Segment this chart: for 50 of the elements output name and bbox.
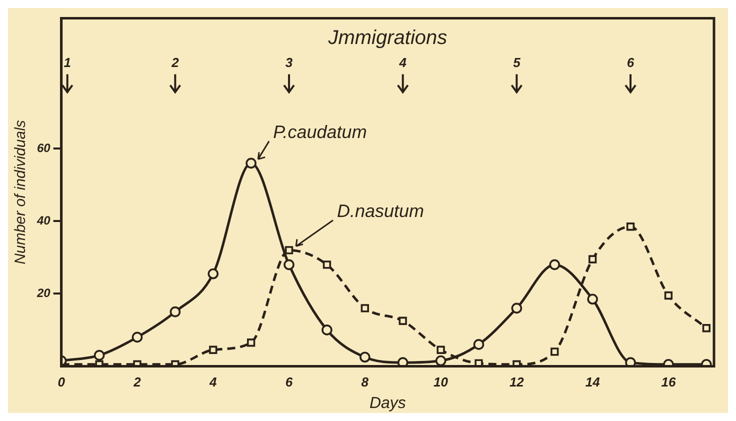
point [626,222,635,231]
point [284,259,294,270]
point [588,255,597,264]
point [473,339,484,350]
x-tick-label: 12 [509,374,525,390]
point [246,338,256,347]
x-tick-label: 10 [434,374,449,390]
point [322,260,332,269]
x-tick-label: 0 [58,374,66,390]
point [587,294,598,305]
point [436,346,445,354]
y-axis-title: Number of individuals [12,120,30,264]
x-tick-label: 16 [661,374,676,390]
point [209,346,218,354]
annotation: 4 [398,54,408,70]
point [435,355,446,366]
y-tick-label: 60 [36,141,51,156]
annotation: 2 [170,54,180,70]
annotation: 6 [626,54,635,70]
y-tick-label: 20 [36,286,51,300]
text: D.nasutum [337,201,424,222]
x-axis-title: Days [369,394,406,412]
series-label: P.caudatum [273,122,367,142]
x-tick-label: 14 [585,374,601,390]
point [625,357,636,366]
x-tick-label: 4 [208,374,218,390]
point [170,306,181,318]
point [94,350,105,361]
point [397,357,408,366]
annotation: 5 [513,54,522,70]
point [511,302,522,314]
point [398,316,407,325]
x-tick-label: 2 [132,374,142,390]
chart-title: Jmmigrations [327,26,448,49]
point [246,158,256,169]
point [132,332,143,343]
annotation: 3 [285,54,294,70]
point [702,324,710,332]
x-tick-label: 6 [285,374,294,390]
point [322,324,332,336]
y-tick-label: 40 [36,214,51,228]
x-tick-label: 8 [361,374,370,390]
point [664,291,673,300]
point [360,304,369,312]
point [284,246,294,254]
point [549,259,560,270]
annotation: 1 [64,54,71,70]
point [360,352,370,363]
point [550,348,559,356]
point [208,268,219,280]
